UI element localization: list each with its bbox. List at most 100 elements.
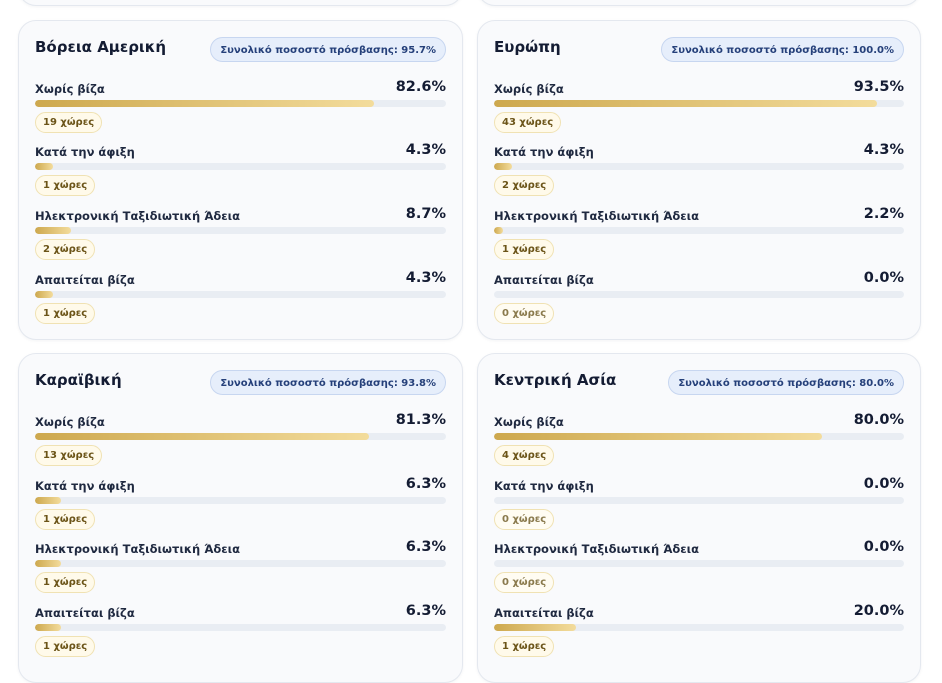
country-count-pill: 0 χώρες (494, 509, 555, 530)
row-percent: 20.0% (853, 603, 904, 619)
row-visa-on-arrival: Κατά την άφιξη 6.3% 1 χώρες (35, 472, 446, 534)
progress-fill (35, 163, 53, 170)
row-percent: 93.5% (853, 79, 904, 95)
region-title: Βόρεια Αμερική (35, 38, 167, 56)
row-percent: 81.3% (395, 412, 446, 428)
row-label: Ηλεκτρονική Ταξιδιωτική Άδεια (35, 542, 241, 556)
row-eta: Ηλεκτρονική Ταξιδιωτική Άδεια 6.3% 1 χώρ… (35, 535, 446, 597)
row-percent: 6.3% (405, 539, 446, 555)
progress-fill (35, 560, 61, 567)
total-access-badge: Συνολικό ποσοστό πρόσβασης: 93.8% (210, 370, 446, 395)
progress-fill (494, 624, 576, 631)
progress-track (35, 560, 446, 567)
row-eta: Ηλεκτρονική Ταξιδιωτική Άδεια 2.2% 1 χώρ… (494, 202, 904, 264)
row-percent: 6.3% (405, 603, 446, 619)
country-count-pill: 4 χώρες (494, 445, 555, 466)
progress-fill (35, 497, 61, 504)
row-percent: 6.3% (405, 476, 446, 492)
progress-track (494, 433, 904, 440)
row-percent: 0.0% (863, 539, 904, 555)
row-percent: 82.6% (395, 79, 446, 95)
country-count-pill: 1 χώρες (35, 175, 96, 196)
progress-fill (35, 433, 370, 440)
progress-track (35, 291, 446, 298)
row-label: Απαιτείται βίζα (494, 606, 594, 620)
progress-fill (494, 227, 504, 234)
region-title: Καραϊβική (35, 371, 122, 389)
progress-track (494, 163, 904, 170)
row-visa-required: Απαιτείται βίζα 0.0% 0 χώρες (494, 266, 904, 328)
row-visa-required: Απαιτείται βίζα 6.3% 1 χώρες (35, 599, 446, 661)
country-count-pill: 0 χώρες (494, 303, 555, 324)
row-visa-on-arrival: Κατά την άφιξη 4.3% 1 χώρες (35, 138, 446, 200)
progress-fill (35, 227, 71, 234)
row-label: Χωρίς βίζα (494, 82, 564, 96)
row-label: Ηλεκτρονική Ταξιδιωτική Άδεια (35, 209, 241, 223)
progress-track (35, 163, 446, 170)
country-count-pill: 43 χώρες (494, 112, 562, 133)
region-card-europe: Ευρώπη Συνολικό ποσοστό πρόσβασης: 100.0… (477, 20, 921, 340)
row-label: Απαιτείται βίζα (494, 273, 594, 287)
row-label: Ηλεκτρονική Ταξιδιωτική Άδεια (494, 209, 700, 223)
progress-track (35, 100, 446, 107)
progress-track (494, 624, 904, 631)
region-card-north-america: Βόρεια Αμερική Συνολικό ποσοστό πρόσβαση… (18, 20, 463, 340)
row-label: Χωρίς βίζα (35, 415, 105, 429)
progress-track (494, 497, 904, 504)
region-card-central-asia: Κεντρική Ασία Συνολικό ποσοστό πρόσβασης… (477, 353, 921, 683)
row-percent: 4.3% (863, 142, 904, 158)
row-percent: 0.0% (863, 270, 904, 286)
country-count-pill: 19 χώρες (35, 112, 103, 133)
progress-track (35, 227, 446, 234)
region-title: Κεντρική Ασία (494, 371, 617, 389)
row-visa-free: Χωρίς βίζα 93.5% 43 χώρες (494, 75, 904, 137)
country-count-pill: 2 χώρες (35, 239, 96, 260)
row-percent: 0.0% (863, 476, 904, 492)
progress-track (494, 227, 904, 234)
progress-fill (35, 291, 53, 298)
region-card-caribbean: Καραϊβική Συνολικό ποσοστό πρόσβασης: 93… (18, 353, 463, 683)
row-label: Κατά την άφιξη (494, 145, 594, 159)
region-card-partial-right (477, 0, 921, 6)
country-count-pill: 1 χώρες (35, 572, 96, 593)
total-access-badge: Συνολικό ποσοστό πρόσβασης: 100.0% (661, 37, 904, 62)
row-label: Απαιτείται βίζα (35, 606, 135, 620)
country-count-pill: 0 χώρες (494, 572, 555, 593)
progress-track (494, 560, 904, 567)
row-eta: Ηλεκτρονική Ταξιδιωτική Άδεια 0.0% 0 χώρ… (494, 535, 904, 597)
row-visa-on-arrival: Κατά την άφιξη 4.3% 2 χώρες (494, 138, 904, 200)
row-label: Απαιτείται βίζα (35, 273, 135, 287)
progress-track (35, 497, 446, 504)
region-card-partial-left (18, 0, 463, 6)
progress-fill (494, 433, 822, 440)
row-percent: 2.2% (863, 206, 904, 222)
row-label: Χωρίς βίζα (35, 82, 105, 96)
row-label: Κατά την άφιξη (35, 479, 135, 493)
total-access-badge: Συνολικό ποσοστό πρόσβασης: 80.0% (668, 370, 904, 395)
progress-track (35, 433, 446, 440)
country-count-pill: 1 χώρες (494, 239, 555, 260)
country-count-pill: 2 χώρες (494, 175, 555, 196)
row-label: Κατά την άφιξη (494, 479, 594, 493)
row-percent: 80.0% (853, 412, 904, 428)
progress-track (35, 624, 446, 631)
row-visa-free: Χωρίς βίζα 80.0% 4 χώρες (494, 408, 904, 470)
country-count-pill: 1 χώρες (35, 509, 96, 530)
country-count-pill: 13 χώρες (35, 445, 103, 466)
row-label: Ηλεκτρονική Ταξιδιωτική Άδεια (494, 542, 700, 556)
row-visa-required: Απαιτείται βίζα 20.0% 1 χώρες (494, 599, 904, 661)
row-visa-free: Χωρίς βίζα 81.3% 13 χώρες (35, 408, 446, 470)
country-count-pill: 1 χώρες (35, 636, 96, 657)
progress-track (494, 291, 904, 298)
country-count-pill: 1 χώρες (35, 303, 96, 324)
region-title: Ευρώπη (494, 38, 561, 56)
row-visa-on-arrival: Κατά την άφιξη 0.0% 0 χώρες (494, 472, 904, 534)
row-label: Χωρίς βίζα (494, 415, 564, 429)
row-label: Κατά την άφιξη (35, 145, 135, 159)
progress-fill (35, 100, 375, 107)
row-visa-required: Απαιτείται βίζα 4.3% 1 χώρες (35, 266, 446, 328)
progress-fill (494, 100, 878, 107)
total-access-badge: Συνολικό ποσοστό πρόσβασης: 95.7% (210, 37, 446, 62)
row-eta: Ηλεκτρονική Ταξιδιωτική Άδεια 8.7% 2 χώρ… (35, 202, 446, 264)
progress-fill (35, 624, 61, 631)
